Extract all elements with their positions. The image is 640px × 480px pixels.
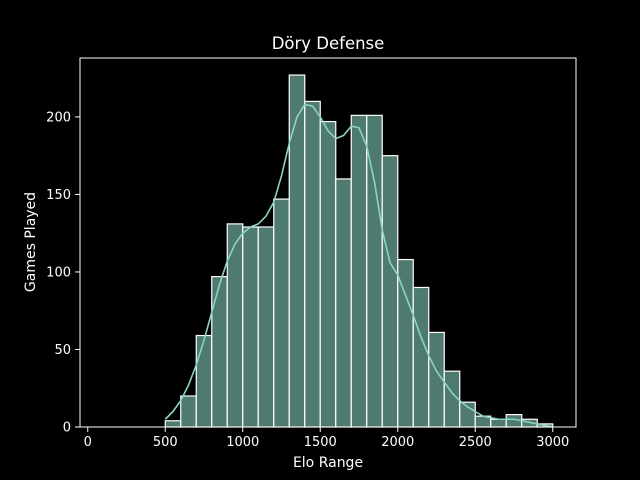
histogram-bar — [304, 100, 321, 428]
histogram-bar — [350, 114, 368, 428]
x-tick-label: 2000 — [381, 435, 414, 450]
histogram-bar — [242, 226, 259, 428]
kde-curve — [164, 103, 553, 428]
x-tick-label: 0 — [84, 435, 92, 450]
histogram-bar — [273, 198, 290, 428]
kde-layer — [164, 103, 553, 428]
histogram-bar — [164, 420, 182, 428]
histogram-bar — [319, 120, 337, 428]
histogram-bar — [195, 334, 213, 428]
histogram-bar — [288, 74, 306, 428]
histogram-bar — [381, 155, 399, 428]
x-axis-title: Elo Range — [293, 455, 363, 471]
histogram-bar — [335, 178, 352, 428]
x-tick-label: 2500 — [459, 435, 492, 450]
histogram-bar — [490, 418, 507, 428]
axes-frame — [79, 57, 577, 428]
x-tick-label: 500 — [153, 435, 178, 450]
histogram-bar — [180, 395, 197, 428]
y-tick-label: 100 — [46, 265, 71, 280]
histogram-bar — [366, 114, 383, 428]
chart-title: Döry Defense — [272, 34, 385, 53]
y-tick-label: 150 — [46, 188, 71, 203]
y-tick-label: 200 — [46, 110, 71, 125]
x-tick-label: 1000 — [226, 435, 259, 450]
y-axis-title: Games Played — [23, 192, 39, 292]
y-tick-label: 0 — [63, 421, 71, 436]
histogram-bar — [257, 226, 275, 428]
axes-layer: 0 500 1000 1500 2000 2500 3000 0 50 100 150 200 — [46, 57, 577, 450]
x-tick-label: 3000 — [536, 435, 569, 450]
histogram-bar — [412, 286, 430, 428]
y-tick-label: 50 — [54, 343, 71, 358]
histogram-bar — [397, 258, 414, 428]
bars-layer — [164, 74, 554, 428]
x-tick-label: 1500 — [304, 435, 337, 450]
histogram-bar — [211, 276, 228, 428]
